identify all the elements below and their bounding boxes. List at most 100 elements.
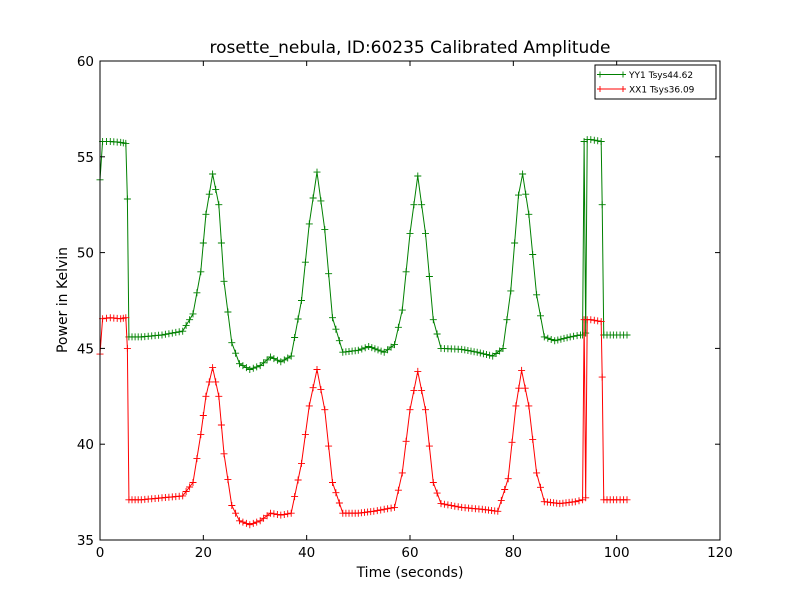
data-point <box>563 334 571 342</box>
data-point <box>209 364 217 372</box>
x-tick-label: 0 <box>96 545 105 561</box>
data-point <box>249 519 257 527</box>
data-point <box>433 330 441 338</box>
data-point <box>473 348 481 356</box>
data-point <box>590 136 598 144</box>
data-point <box>394 323 402 331</box>
data-point <box>202 210 210 218</box>
data-point <box>425 442 433 450</box>
legend-marker <box>597 71 603 78</box>
data-point <box>479 350 487 358</box>
data-point <box>467 347 475 355</box>
legend-marker <box>620 71 626 78</box>
data-point <box>594 137 602 145</box>
data-point <box>461 346 469 354</box>
data-point <box>301 258 309 266</box>
data-point <box>189 310 197 318</box>
data-point <box>335 499 343 507</box>
data-point <box>470 348 478 356</box>
data-point <box>205 378 213 386</box>
data-point <box>215 201 223 209</box>
data-point <box>370 507 378 515</box>
data-point <box>287 352 295 360</box>
data-point <box>335 337 343 345</box>
data-point <box>440 500 448 508</box>
data-point <box>519 170 527 178</box>
data-point <box>398 306 406 314</box>
data-point <box>305 402 313 410</box>
x-axis-ticks: 0 20 40 60 80 100 120 <box>96 61 733 561</box>
data-point <box>246 521 254 529</box>
data-point <box>387 504 395 512</box>
data-point <box>246 366 254 373</box>
data-point <box>454 503 462 511</box>
data-point <box>284 510 292 518</box>
data-point <box>377 506 385 514</box>
data-point <box>464 347 472 354</box>
data-point <box>597 138 605 145</box>
data-point <box>287 509 295 517</box>
legend-marker <box>620 86 626 92</box>
data-point <box>511 239 519 247</box>
x-tick-label: 80 <box>505 545 522 561</box>
data-point <box>582 494 590 502</box>
data-point <box>270 510 278 518</box>
data-point <box>280 511 288 518</box>
legend-entry: YY1 Tsys44.62 <box>597 71 693 81</box>
data-point <box>575 497 583 505</box>
data-point <box>309 384 317 392</box>
data-point <box>242 519 250 527</box>
data-point <box>521 384 529 392</box>
y-axis-label: Power in Kelvin <box>55 247 71 353</box>
y-tick-label: 40 <box>77 437 94 453</box>
data-point <box>533 469 541 477</box>
data-point <box>232 349 240 357</box>
data-point <box>298 459 305 467</box>
data-point <box>298 297 305 304</box>
data-point <box>239 518 247 526</box>
data-point <box>557 335 565 343</box>
data-point <box>228 339 236 347</box>
data-point <box>525 402 533 410</box>
data-point <box>122 314 130 322</box>
legend-entry: XX1 Tsys36.09 <box>597 86 695 96</box>
data-point <box>483 351 490 358</box>
data-point <box>391 341 398 349</box>
data-point <box>582 329 590 337</box>
data-point <box>202 392 210 400</box>
legend-label: XX1 Tsys36.09 <box>629 86 695 96</box>
y-axis-ticks: 35 40 45 50 55 60 <box>77 54 720 549</box>
data-point <box>433 489 441 497</box>
data-point <box>332 325 340 333</box>
data-point <box>429 479 437 486</box>
data-point <box>193 455 201 463</box>
data-point <box>291 493 299 501</box>
data-point <box>158 331 166 339</box>
legend-label: YY1 Tsys44.62 <box>628 71 693 81</box>
data-point <box>317 386 325 394</box>
data-point <box>301 431 309 439</box>
data-point <box>186 316 194 324</box>
data-point <box>220 450 228 458</box>
data-point <box>365 343 373 350</box>
data-point <box>368 344 376 352</box>
data-point <box>294 476 302 484</box>
data-point <box>566 333 574 341</box>
data-point <box>587 136 595 144</box>
data-point <box>507 287 515 295</box>
data-point <box>122 139 130 147</box>
data-point <box>305 220 313 228</box>
data-point <box>402 437 410 445</box>
data-point <box>406 229 414 237</box>
data-point <box>224 476 232 484</box>
data-point <box>540 333 548 341</box>
data-point <box>358 345 366 353</box>
data-point <box>217 421 225 429</box>
data-point <box>437 500 445 508</box>
data-point <box>476 349 484 357</box>
data-point <box>317 197 325 205</box>
x-tick-label: 120 <box>707 545 733 561</box>
data-point <box>544 334 552 342</box>
